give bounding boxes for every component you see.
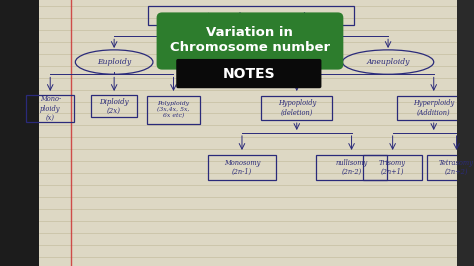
Text: Hypoploidy
(deletion): Hypoploidy (deletion) [278,99,316,116]
Text: Trisomy
(2n+1): Trisomy (2n+1) [379,159,406,176]
Text: nullisomy
(2n-2): nullisomy (2n-2) [336,159,368,176]
Text: Polyploidy
(3x,4x, 5x,
6x etc): Polyploidy (3x,4x, 5x, 6x etc) [157,101,190,118]
FancyBboxPatch shape [156,13,343,70]
Text: Tetrasomy
(2n+2): Tetrasomy (2n+2) [439,159,474,176]
Text: NOTES: NOTES [222,66,275,81]
Text: Variation in
Chromosome number: Variation in Chromosome number [170,26,330,54]
Text: Euploidy: Euploidy [97,58,131,66]
Bar [0,0,39,266]
Text: Variation in chromosome number: Variation in chromosome number [187,11,316,19]
Text: Aneuploidy: Aneuploidy [366,58,410,66]
Text: Diploidy
(2x): Diploidy (2x) [100,98,129,115]
FancyBboxPatch shape [176,59,321,88]
Text: Monosomy
(2n-1): Monosomy (2n-1) [224,159,260,176]
Text: Mono-
ploidy
(x): Mono- ploidy (x) [40,95,61,122]
Text: Hyperploidy
(Addition): Hyperploidy (Addition) [413,99,455,116]
